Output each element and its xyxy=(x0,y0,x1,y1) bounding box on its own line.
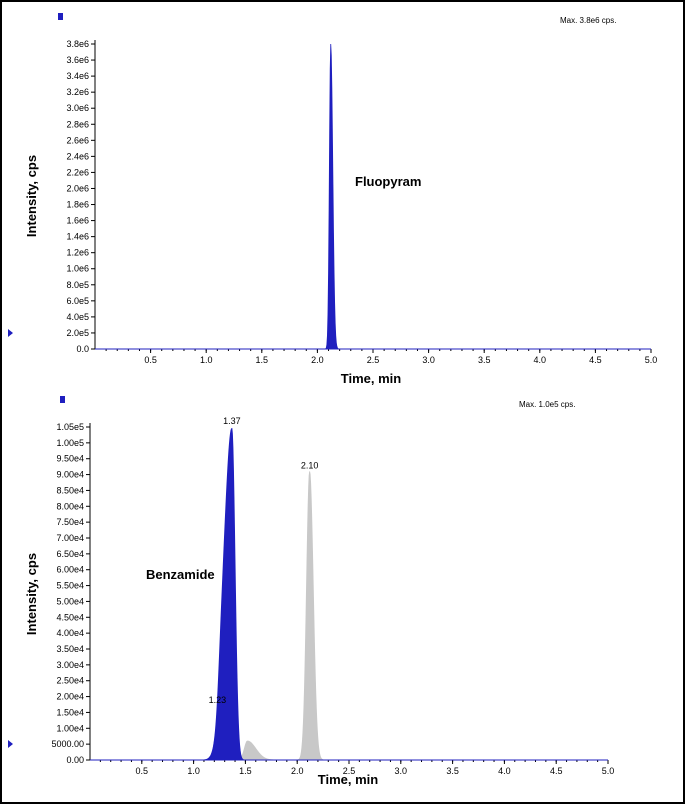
y-axis-title: Intensity, cps xyxy=(24,155,39,237)
y-tick-label: 2.50e4 xyxy=(56,676,84,686)
x-tick-label: 4.0 xyxy=(534,355,547,365)
x-tick-label: 1.5 xyxy=(239,766,252,776)
max-intensity-label: Max. 1.0e5 cps. xyxy=(519,400,575,409)
compound-label-benzamide: Benzamide xyxy=(146,567,215,582)
y-tick-label: 2.00e4 xyxy=(56,692,84,702)
y-tick-label: 1.4e6 xyxy=(66,232,89,242)
y-tick-label: 1.8e6 xyxy=(66,200,89,210)
y-tick-label: 1.6e6 xyxy=(66,216,89,226)
baseline-marker-icon xyxy=(8,329,13,337)
peak-rt-label: 1.37 xyxy=(223,416,241,426)
x-tick-label: 3.5 xyxy=(478,355,491,365)
y-tick-label: 2.0e6 xyxy=(66,183,89,193)
y-tick-label: 0.0 xyxy=(76,344,89,354)
x-tick-label: 2.0 xyxy=(311,355,324,365)
panel-marker-icon xyxy=(60,396,65,403)
y-tick-label: 1.50e4 xyxy=(56,707,84,717)
y-tick-label: 3.6e6 xyxy=(66,55,89,65)
y-tick-label: 2.6e6 xyxy=(66,135,89,145)
y-tick-label: 3.0e6 xyxy=(66,103,89,113)
x-tick-label: 5.0 xyxy=(645,355,658,365)
y-tick-label: 6.00e4 xyxy=(56,565,84,575)
compound-label-fluopyram: Fluopyram xyxy=(355,174,421,189)
x-axis-title: Time, min xyxy=(341,371,402,386)
x-tick-label: 3.5 xyxy=(446,766,459,776)
x-tick-label: 2.5 xyxy=(367,355,380,365)
peak-rt-label: 1.23 xyxy=(209,695,227,705)
y-tick-label: 3.50e4 xyxy=(56,644,84,654)
y-tick-label: 9.00e4 xyxy=(56,470,84,480)
x-tick-label: 2.5 xyxy=(343,766,356,776)
y-tick-label: 1.00e4 xyxy=(56,723,84,733)
series-0-trace xyxy=(95,43,651,350)
y-tick-label: 2.4e6 xyxy=(66,151,89,161)
y-tick-label: 7.50e4 xyxy=(56,517,84,527)
benzamide-chromatogram: Max. 1.0e5 cps. Time, min Intensity, cps… xyxy=(8,396,614,787)
x-tick-label: 0.5 xyxy=(136,766,149,776)
y-axis-title: Intensity, cps xyxy=(24,553,39,635)
y-tick-label: 4.00e4 xyxy=(56,628,84,638)
x-tick-label: 4.0 xyxy=(498,766,511,776)
y-tick-label: 5000.00 xyxy=(51,739,84,749)
y-tick-label: 5.50e4 xyxy=(56,581,84,591)
y-tick-label: 5.00e4 xyxy=(56,596,84,606)
series-0-trace xyxy=(90,471,608,761)
y-tick-label: 8.50e4 xyxy=(56,485,84,495)
y-tick-label: 2.2e6 xyxy=(66,167,89,177)
x-tick-label: 1.0 xyxy=(187,766,200,776)
x-tick-label: 0.5 xyxy=(144,355,157,365)
y-tick-label: 7.00e4 xyxy=(56,533,84,543)
peak-rt-label: 2.10 xyxy=(301,460,319,470)
y-tick-label: 0.00 xyxy=(66,755,84,765)
x-tick-label: 3.0 xyxy=(422,355,435,365)
panel-marker-icon xyxy=(58,13,63,20)
x-tick-label: 3.0 xyxy=(395,766,408,776)
y-tick-label: 8.0e5 xyxy=(66,280,89,290)
x-tick-label: 1.5 xyxy=(256,355,269,365)
x-tick-label: 5.0 xyxy=(602,766,615,776)
y-tick-label: 1.0e6 xyxy=(66,264,89,274)
y-tick-label: 1.00e5 xyxy=(56,438,84,448)
series-1-trace xyxy=(90,427,608,761)
y-tick-label: 3.2e6 xyxy=(66,87,89,97)
fluopyram-chromatogram: Max. 3.8e6 cps. Time, min Intensity, cps… xyxy=(8,13,657,386)
y-tick-label: 2.8e6 xyxy=(66,119,89,129)
y-tick-label: 3.00e4 xyxy=(56,660,84,670)
baseline-marker-icon xyxy=(8,740,13,748)
y-tick-label: 4.0e5 xyxy=(66,312,89,322)
y-tick-label: 3.8e6 xyxy=(66,39,89,49)
max-intensity-label: Max. 3.8e6 cps. xyxy=(560,16,616,25)
y-tick-label: 8.00e4 xyxy=(56,501,84,511)
y-tick-label: 6.0e5 xyxy=(66,296,89,306)
y-tick-label: 1.05e5 xyxy=(56,422,84,432)
y-tick-label: 4.50e4 xyxy=(56,612,84,622)
x-axis-title: Time, min xyxy=(318,772,379,787)
x-tick-label: 2.0 xyxy=(291,766,304,776)
y-tick-label: 1.2e6 xyxy=(66,248,89,258)
x-tick-label: 4.5 xyxy=(589,355,602,365)
x-tick-label: 1.0 xyxy=(200,355,213,365)
y-tick-label: 9.50e4 xyxy=(56,454,84,464)
y-tick-label: 6.50e4 xyxy=(56,549,84,559)
y-tick-label: 3.4e6 xyxy=(66,71,89,81)
x-tick-label: 4.5 xyxy=(550,766,563,776)
y-tick-label: 2.0e5 xyxy=(66,328,89,338)
